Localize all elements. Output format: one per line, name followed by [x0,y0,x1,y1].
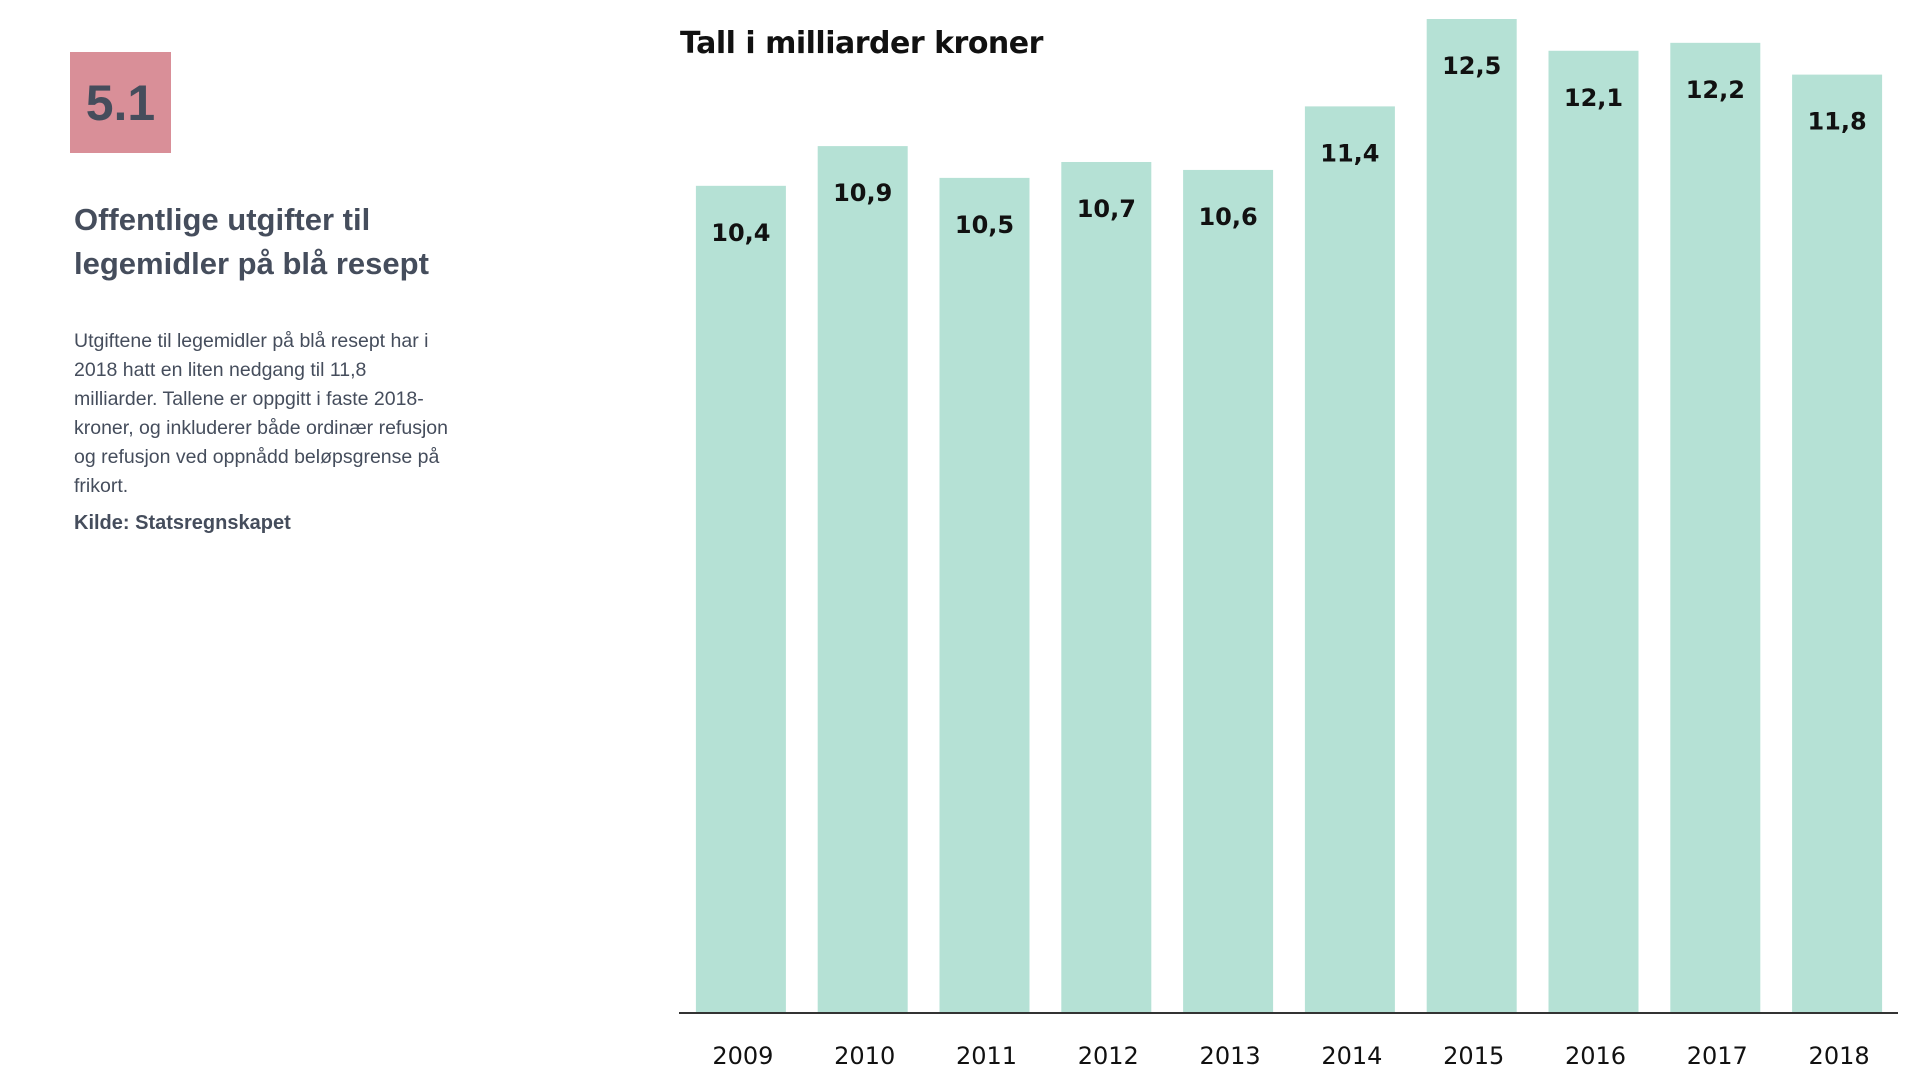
bar-2015 [1426,19,1517,1012]
x-tick-label-2009: 2009 [712,1042,773,1070]
x-tick-label-2017: 2017 [1687,1042,1748,1070]
x-tick-labels-group: 2009 2010 2011 2012 2013 2014 2015 2016 2017 2018 [712,1042,1869,1070]
value-label-2010: 10,9 [833,179,892,207]
bars-group [695,19,1883,1013]
value-label-2009: 10,4 [711,219,770,247]
figure-description: Utgiftene til legemidler på blå resept h… [74,330,448,497]
bar-2010 [817,146,908,1012]
value-label-2011: 10,5 [955,211,1014,239]
bar-2017 [1670,42,1761,1012]
value-label-2012: 10,7 [1077,195,1136,223]
x-tick-label-2016: 2016 [1565,1042,1626,1070]
x-tick-label-2011: 2011 [956,1042,1017,1070]
x-tick-label-2015: 2015 [1443,1042,1504,1070]
bar-2009 [695,185,786,1013]
figure-title: Offentlige utgifter til legemidler på bl… [74,202,429,281]
x-tick-label-2018: 2018 [1809,1042,1870,1070]
value-label-2013: 10,6 [1198,203,1257,231]
x-tick-label-2012: 2012 [1078,1042,1139,1070]
value-labels-group: 10,4 10,9 10,5 10,7 10,6 11,4 12,5 12,1 12,2 11,8 [711,52,1866,247]
bar-2013 [1183,169,1274,1012]
value-label-2016: 12,1 [1564,84,1623,112]
bar-2018 [1792,74,1883,1012]
value-label-2015: 12,5 [1442,52,1501,80]
x-tick-label-2013: 2013 [1200,1042,1261,1070]
bar-2011 [939,177,1030,1012]
bar-2012 [1061,161,1152,1012]
x-tick-label-2014: 2014 [1321,1042,1382,1070]
value-label-2017: 12,2 [1686,76,1745,104]
bar-2014 [1304,106,1395,1012]
value-label-2018: 11,8 [1807,108,1866,136]
figure-source: Kilde: Statsregnskapet [74,512,291,534]
figure-number-badge: 5.1 [70,52,171,153]
value-label-2014: 11,4 [1320,139,1379,167]
bar-2016 [1548,50,1639,1012]
x-tick-label-2010: 2010 [834,1042,895,1070]
chart-title: Tall i milliarder kroner [680,26,1043,61]
